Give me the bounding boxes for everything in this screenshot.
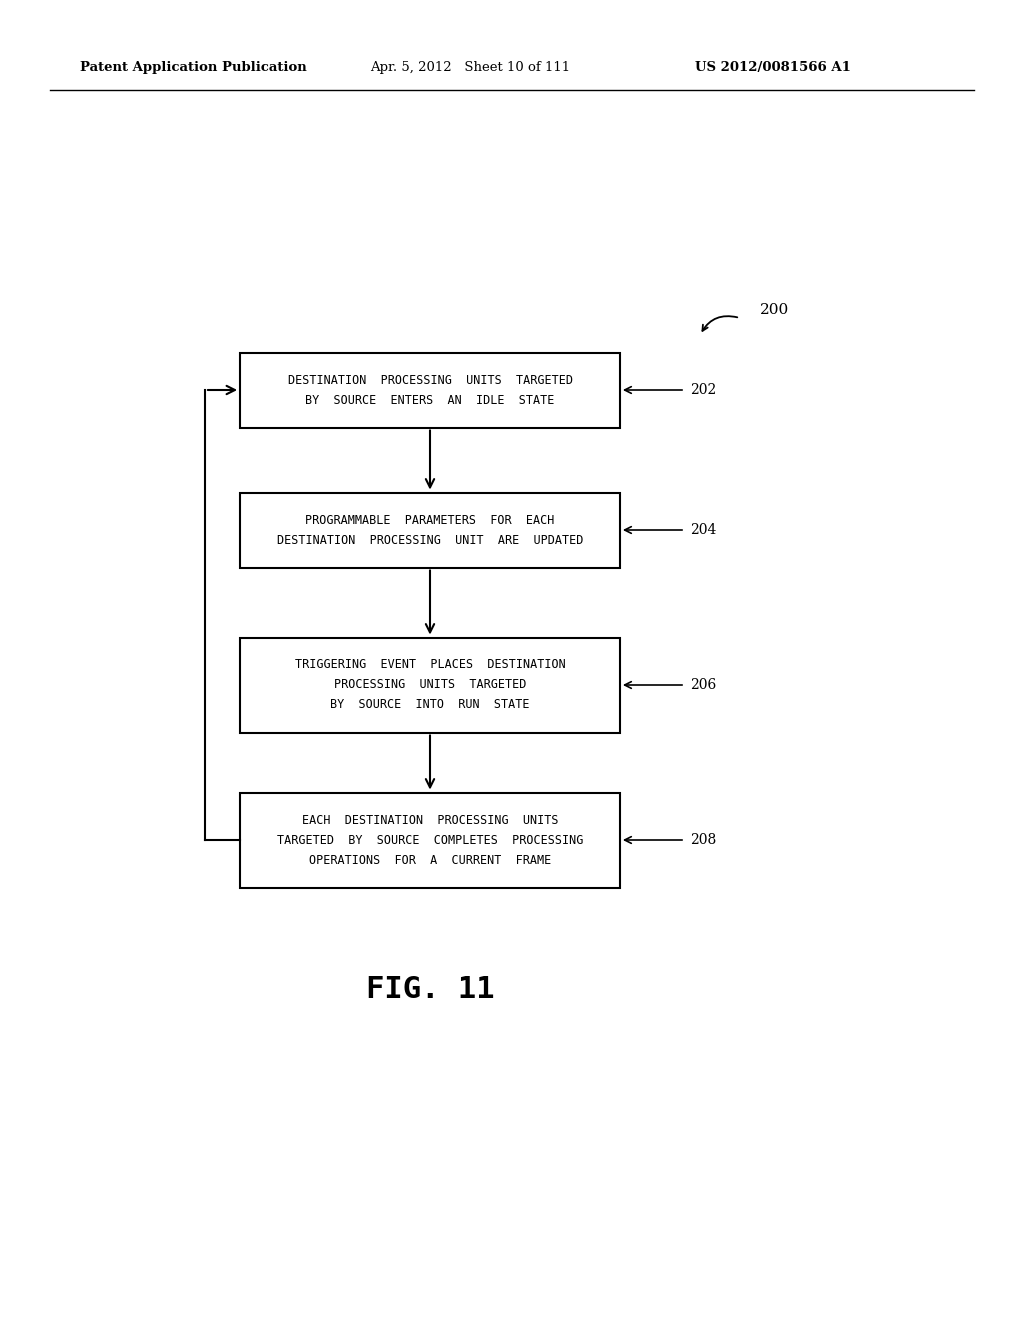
Text: TRIGGERING  EVENT  PLACES  DESTINATION
PROCESSING  UNITS  TARGETED
BY  SOURCE  I: TRIGGERING EVENT PLACES DESTINATION PROC… bbox=[295, 659, 565, 711]
Text: 206: 206 bbox=[690, 678, 716, 692]
Text: 202: 202 bbox=[690, 383, 716, 397]
Bar bbox=[240, 492, 620, 568]
Text: 208: 208 bbox=[690, 833, 716, 847]
Text: FIG. 11: FIG. 11 bbox=[366, 975, 495, 1005]
Text: 200: 200 bbox=[760, 304, 790, 317]
Text: US 2012/0081566 A1: US 2012/0081566 A1 bbox=[695, 62, 851, 74]
Text: Apr. 5, 2012   Sheet 10 of 111: Apr. 5, 2012 Sheet 10 of 111 bbox=[370, 62, 570, 74]
Text: 204: 204 bbox=[690, 523, 717, 537]
Bar bbox=[240, 792, 620, 887]
Bar bbox=[240, 638, 620, 733]
Text: Patent Application Publication: Patent Application Publication bbox=[80, 62, 307, 74]
Bar bbox=[240, 352, 620, 428]
Text: PROGRAMMABLE  PARAMETERS  FOR  EACH
DESTINATION  PROCESSING  UNIT  ARE  UPDATED: PROGRAMMABLE PARAMETERS FOR EACH DESTINA… bbox=[276, 513, 584, 546]
Text: EACH  DESTINATION  PROCESSING  UNITS
TARGETED  BY  SOURCE  COMPLETES  PROCESSING: EACH DESTINATION PROCESSING UNITS TARGET… bbox=[276, 813, 584, 866]
Text: DESTINATION  PROCESSING  UNITS  TARGETED
BY  SOURCE  ENTERS  AN  IDLE  STATE: DESTINATION PROCESSING UNITS TARGETED BY… bbox=[288, 374, 572, 407]
